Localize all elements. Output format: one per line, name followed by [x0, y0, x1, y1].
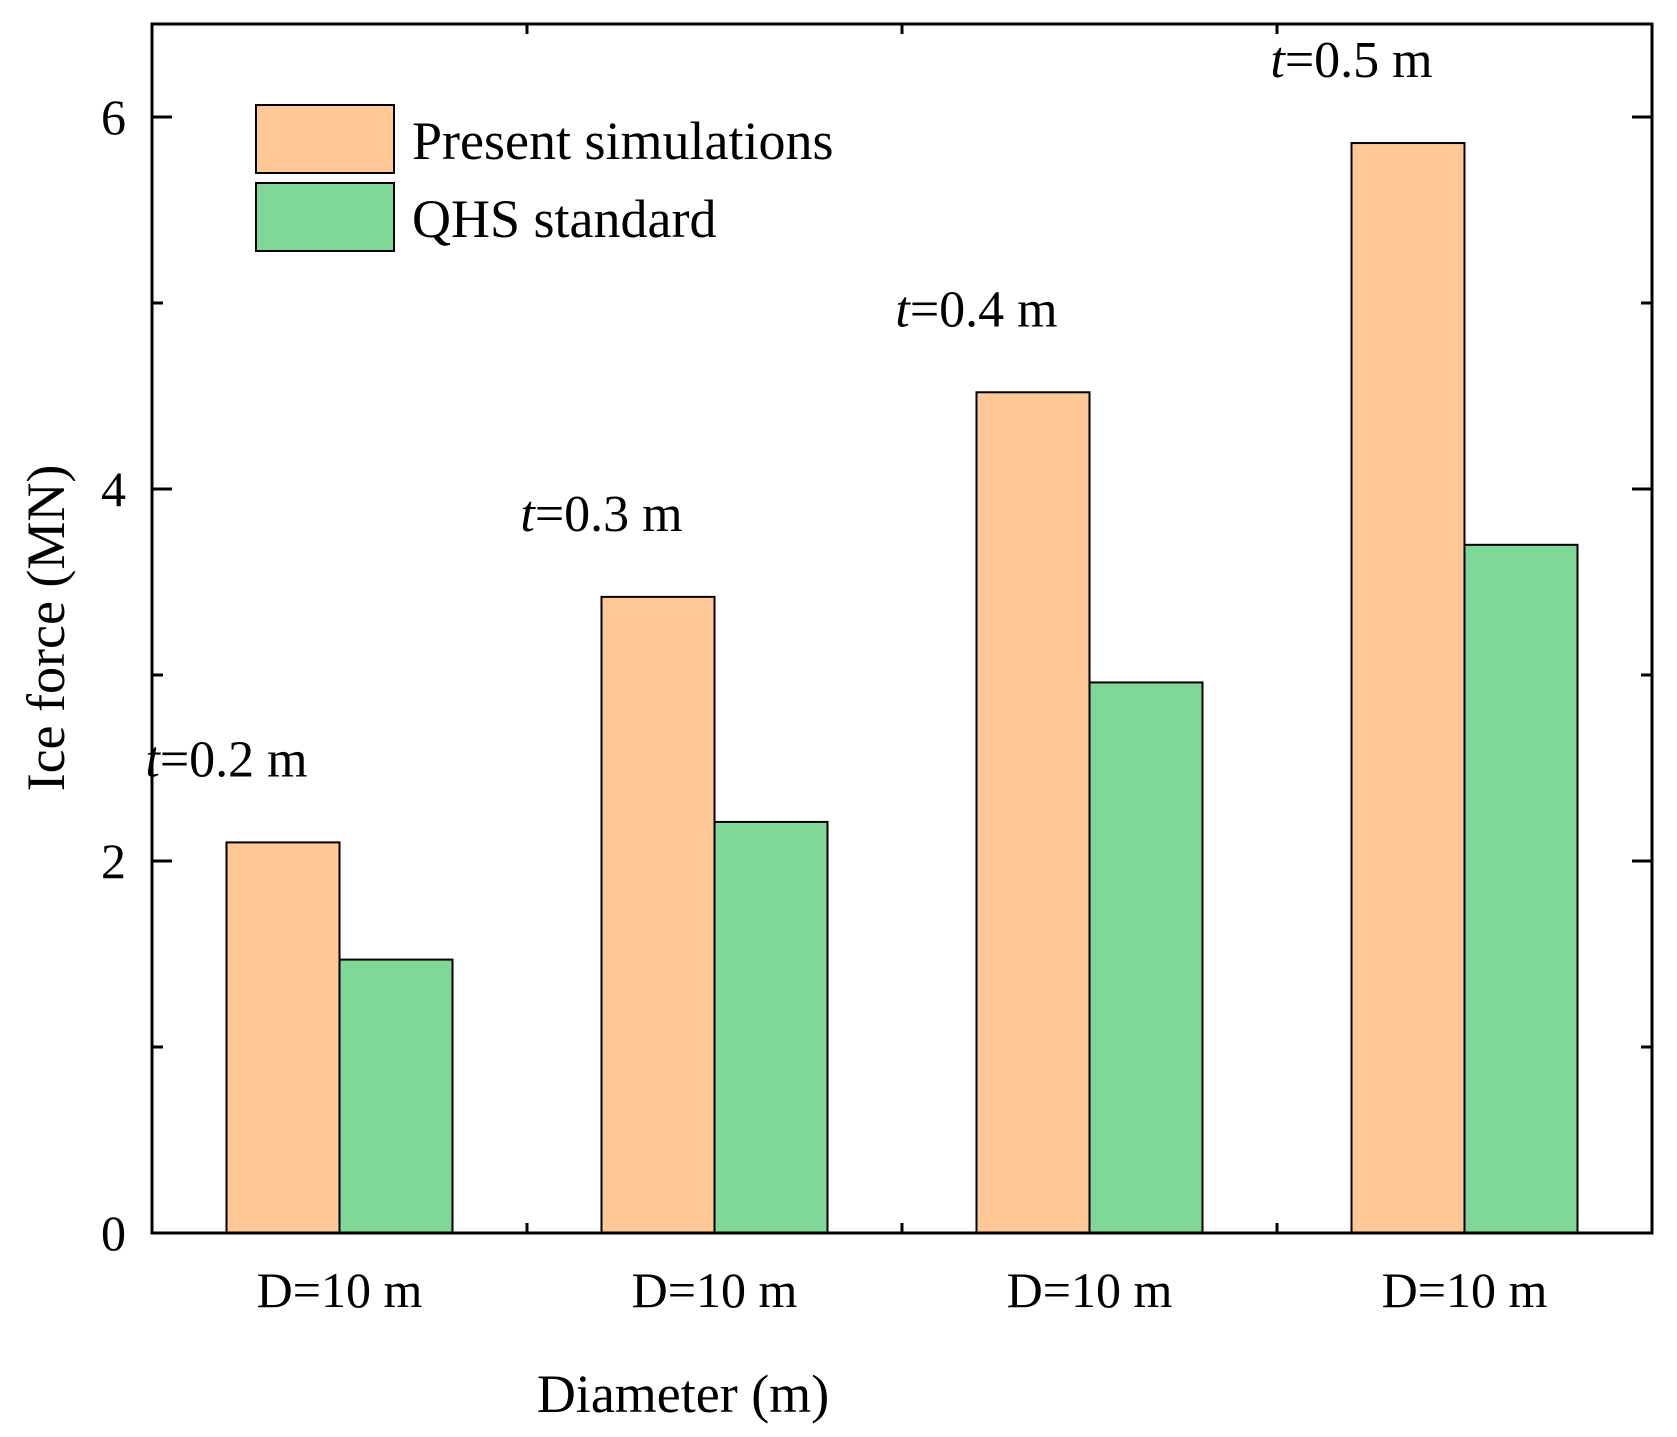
bar-qhs-standard-2 [713, 820, 829, 1234]
bar-qhs-standard-3 [1088, 681, 1204, 1234]
y-tick-label-4: 4 [101, 461, 126, 517]
x-tick-label-2: D=10 m [632, 1262, 798, 1318]
bar-present-simulations-1 [225, 841, 341, 1235]
annotation-2: t=0.3 m [520, 486, 682, 543]
bar-qhs-standard-4 [1463, 543, 1579, 1234]
annotations-layer: t=0.2 m t=0.3 m t=0.4 m t=0.5 m [145, 32, 1432, 788]
legend: Present simulations QHS standard [255, 104, 833, 252]
bar-qhs-standard-1 [338, 958, 454, 1235]
annotation-3: t=0.4 m [895, 281, 1057, 338]
y-tick-label-0: 0 [101, 1205, 126, 1261]
x-axis-title: Diameter (m) [537, 1364, 829, 1424]
ticks-layer: D=10 m D=10 m D=10 m D=10 m 0 2 4 6 [101, 24, 1652, 1318]
annotation-1: t=0.2 m [145, 731, 307, 788]
y-tick-label-6: 6 [101, 89, 126, 145]
annotation-4: t=0.5 m [1270, 32, 1432, 89]
legend-swatch-present-simulations [255, 104, 395, 174]
y-axis-title: Ice force (MN) [16, 465, 76, 792]
x-tick-label-4: D=10 m [1382, 1262, 1548, 1318]
bar-present-simulations-2 [600, 595, 716, 1234]
x-tick-label-3: D=10 m [1007, 1262, 1173, 1318]
bar-present-simulations-3 [975, 391, 1091, 1234]
y-tick-label-2: 2 [101, 833, 126, 889]
legend-swatch-qhs-standard [255, 182, 395, 252]
bar-present-simulations-4 [1350, 142, 1466, 1234]
x-tick-label-1: D=10 m [257, 1262, 423, 1318]
legend-label-present-simulations: Present simulations [412, 111, 833, 171]
legend-label-qhs-standard: QHS standard [412, 189, 716, 249]
bars-layer [225, 142, 1579, 1235]
